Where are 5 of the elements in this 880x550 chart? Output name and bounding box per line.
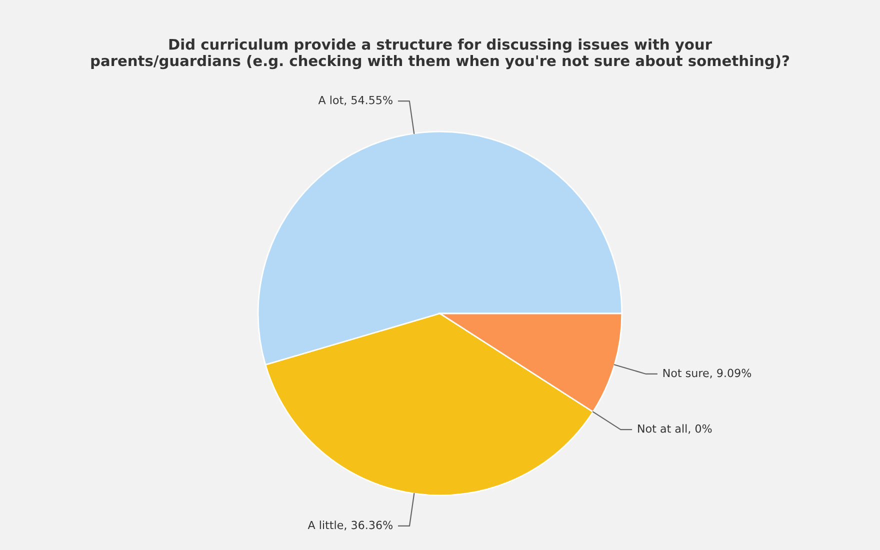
chart-title: Did curriculum provide a structure for discussing issues with your parents/guardians (e.g. checking with them when you're not sure about something)? [91,38,790,70]
slice-label: Not sure, 9.09% [663,368,752,378]
slice-label: A lot, 54.55% [318,96,392,106]
category-label: Not at all, 0% [638,424,712,434]
slice-label: A little, 36.36% [308,520,393,530]
